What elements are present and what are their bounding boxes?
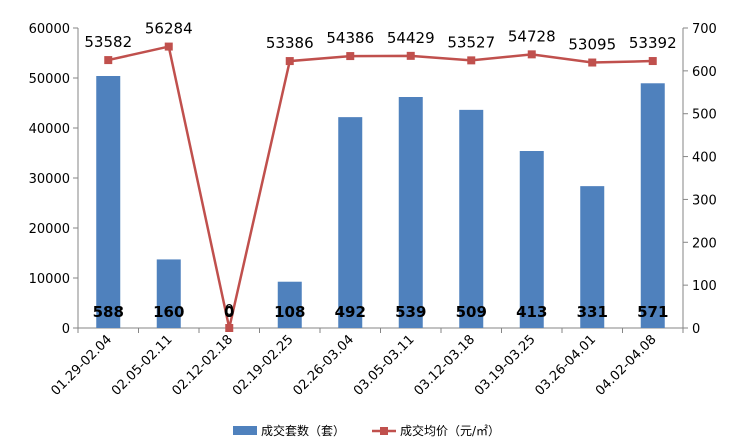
- left-y-tick-label: 0: [62, 322, 70, 337]
- line-data-label: 54728: [508, 27, 556, 45]
- line-point: [467, 56, 476, 65]
- line-point: [346, 52, 355, 61]
- series-line: [107, 45, 653, 329]
- line-data-label: 56284: [145, 20, 193, 38]
- bar: [580, 186, 605, 328]
- line-point: [527, 50, 536, 59]
- line-data-label: 0: [224, 301, 234, 319]
- right-y-tick-label: 600: [692, 65, 717, 80]
- bar-data-label: 492: [335, 303, 366, 321]
- line-point: [285, 57, 294, 66]
- bar: [640, 83, 665, 329]
- bar-data-label: 413: [516, 303, 547, 321]
- bar: [519, 151, 544, 328]
- bar-data-label: 108: [274, 303, 305, 321]
- right-y-tick-label: 500: [692, 108, 717, 123]
- right-y-tick-label: 300: [692, 193, 717, 208]
- line-point: [104, 56, 113, 65]
- bar: [277, 281, 302, 328]
- right-y-tick-label: 100: [692, 279, 717, 294]
- left-y-tick-label: 60000: [29, 22, 70, 37]
- x-tick-label: 03.05-03.11: [351, 332, 418, 399]
- line-data-label: 53582: [84, 33, 132, 51]
- line-point: [164, 42, 173, 51]
- bar: [459, 109, 484, 328]
- line-data-label: 53392: [629, 34, 677, 52]
- right-y-tick-label: 200: [692, 236, 717, 251]
- legend-bar-label: 成交套数（套）: [261, 423, 345, 438]
- x-tick-label: 03.12-03.18: [412, 332, 479, 399]
- bar-data-label: 571: [637, 303, 668, 321]
- line-point: [648, 57, 657, 66]
- bar: [338, 117, 363, 329]
- bar-data-label: 588: [93, 303, 124, 321]
- bar-data-label: 509: [456, 303, 487, 321]
- x-tick-label: 02.19-02.25: [230, 332, 297, 399]
- line-data-label: 53386: [266, 34, 314, 52]
- bar-data-label: 0: [224, 303, 234, 321]
- bar: [96, 76, 121, 328]
- bar-data-label: 331: [577, 303, 608, 321]
- line-data-label: 54386: [326, 29, 374, 47]
- right-y-tick-label: 0: [692, 322, 700, 337]
- x-tick-label: 02.12-02.18: [170, 332, 237, 399]
- bar: [156, 259, 181, 328]
- legend-line-label: 成交均价（元/㎡）: [400, 423, 500, 438]
- left-y-tick-label: 10000: [29, 272, 70, 287]
- left-y-tick-label: 40000: [29, 122, 70, 137]
- legend-line-marker: [380, 427, 388, 435]
- x-tick-label: 01.29-02.04: [49, 332, 116, 399]
- x-tick-label: 03.19-03.25: [472, 332, 539, 399]
- x-tick-label: 02.05-02.11: [109, 332, 176, 399]
- line-data-label: 53527: [447, 33, 495, 51]
- bar: [398, 97, 423, 328]
- line-point: [588, 58, 597, 67]
- line-point: [225, 324, 234, 332]
- left-y-tick-label: 30000: [29, 172, 70, 187]
- bar-data-label: 539: [395, 303, 426, 321]
- left-y-tick-label: 50000: [29, 72, 70, 87]
- line-data-label: 54429: [387, 29, 435, 47]
- right-y-tick-label: 400: [692, 151, 717, 166]
- line-point: [406, 51, 415, 60]
- right-y-tick-label: 700: [692, 22, 717, 37]
- bar-data-label: 160: [153, 303, 184, 321]
- x-tick-label: 03.26-04.01: [533, 332, 600, 399]
- x-tick-label: 02.26-03.04: [291, 332, 358, 399]
- legend-bar-swatch: [233, 426, 257, 435]
- line-data-label: 53095: [568, 36, 616, 54]
- left-y-tick-label: 20000: [29, 222, 70, 237]
- x-tick-label: 04.02-04.08: [593, 332, 660, 399]
